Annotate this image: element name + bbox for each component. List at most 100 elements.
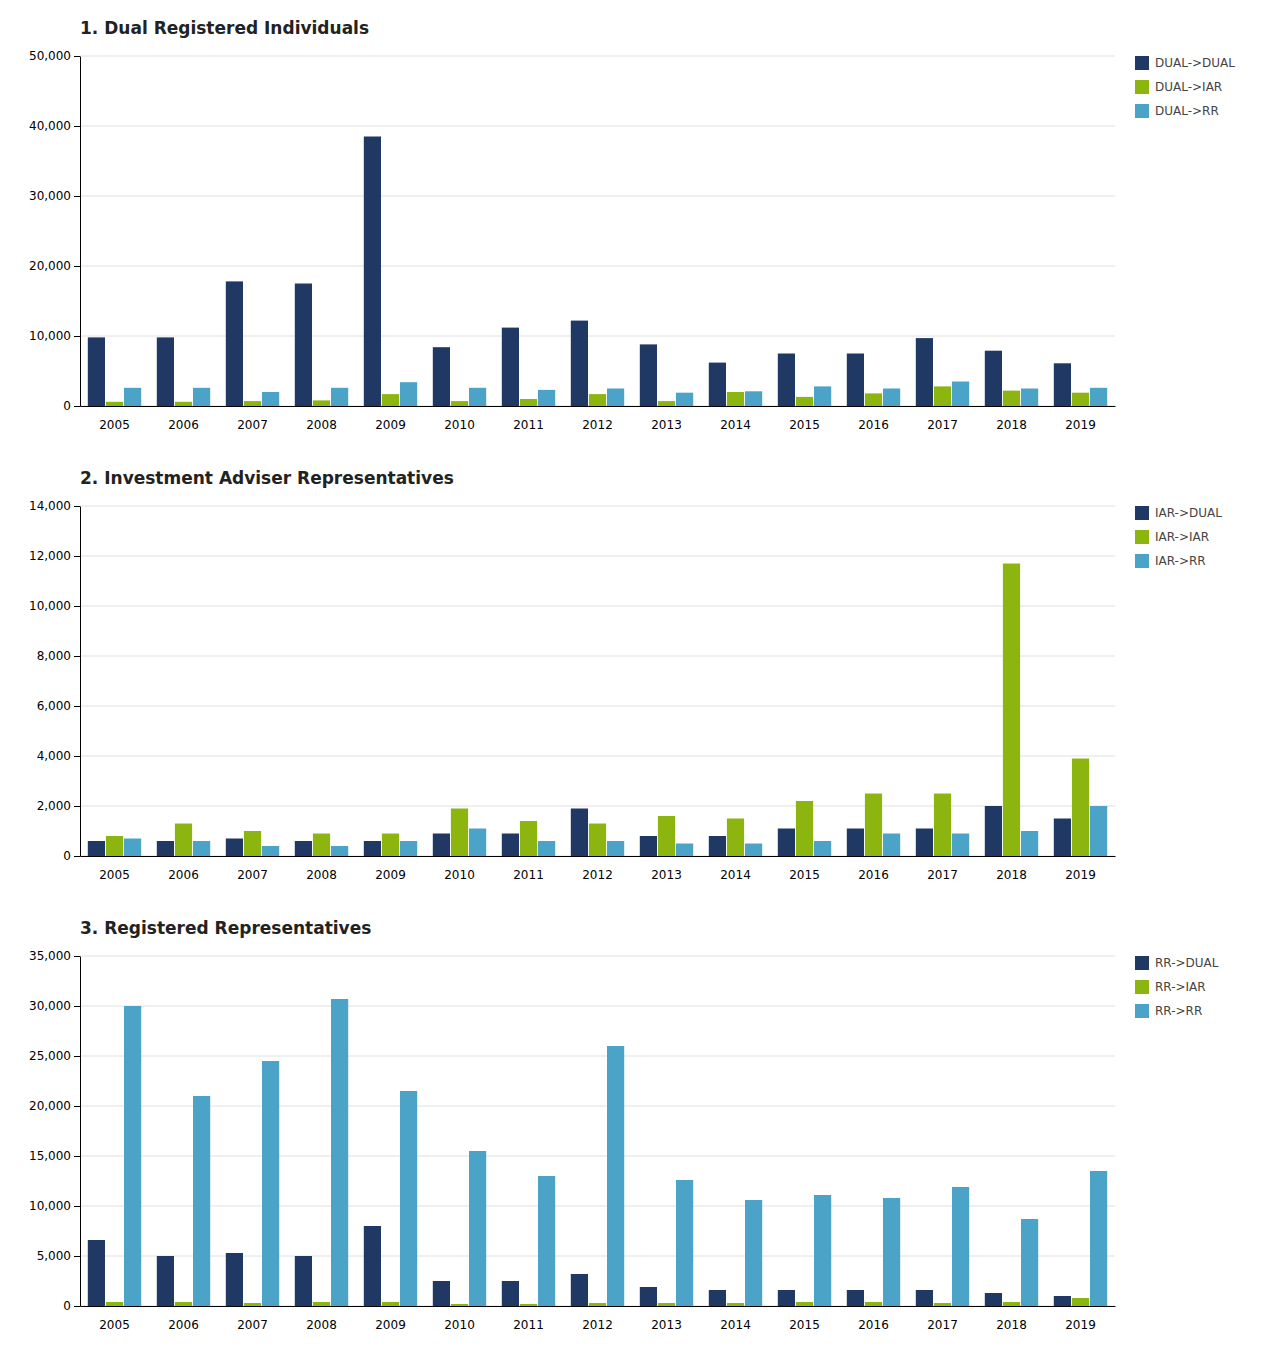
- bar: [469, 1151, 486, 1306]
- bar-series: [88, 806, 1071, 856]
- x-tick-label: 2014: [720, 868, 751, 882]
- y-tick: 35,000: [29, 949, 80, 963]
- bar: [244, 831, 261, 856]
- bar: [727, 819, 744, 857]
- y-tick: 0: [63, 849, 80, 863]
- y-tick: 10,000: [29, 329, 80, 343]
- bar-series: [106, 386, 1089, 406]
- bar: [451, 1304, 468, 1306]
- bar: [244, 1303, 261, 1306]
- bar: [106, 402, 123, 406]
- bar: [934, 386, 951, 406]
- x-tick: 2010: [444, 868, 475, 882]
- x-tick-label: 2008: [306, 1318, 337, 1332]
- x-tick: 2009: [375, 1318, 406, 1332]
- y-tick: 0: [63, 399, 80, 413]
- bar: [364, 137, 381, 407]
- grid-line: [80, 706, 1115, 707]
- y-tick: 25,000: [29, 1049, 80, 1063]
- legend-swatch: [1135, 80, 1149, 94]
- bar: [469, 829, 486, 857]
- grid-line: [80, 196, 1115, 197]
- bar: [607, 1046, 624, 1306]
- bar: [865, 794, 882, 857]
- x-tick-label: 2018: [996, 1318, 1027, 1332]
- y-tick-label: 10,000: [29, 1199, 71, 1213]
- y-axis-line: [80, 957, 81, 1307]
- bar: [313, 834, 330, 857]
- x-tick: 2010: [444, 418, 475, 432]
- y-tick-mark: [74, 1156, 80, 1157]
- legend-swatch: [1135, 980, 1149, 994]
- y-tick-label: 6,000: [37, 699, 71, 713]
- x-tick: 2016: [858, 418, 889, 432]
- bar: [814, 386, 831, 406]
- bar: [520, 399, 537, 406]
- x-tick: 2018: [996, 868, 1027, 882]
- bar: [124, 388, 141, 406]
- y-tick: 20,000: [29, 259, 80, 273]
- y-tick-mark: [74, 1056, 80, 1057]
- x-tick-label: 2007: [237, 868, 268, 882]
- y-tick-mark: [74, 56, 80, 57]
- x-tick: 2013: [651, 1318, 682, 1332]
- x-tick: 2013: [651, 418, 682, 432]
- y-tick-label: 35,000: [29, 949, 71, 963]
- bar: [709, 836, 726, 856]
- y-tick-label: 25,000: [29, 1049, 71, 1063]
- bar: [451, 809, 468, 857]
- bar: [571, 809, 588, 857]
- x-tick: 2006: [168, 868, 199, 882]
- grid-line: [80, 506, 1115, 507]
- bar: [571, 1274, 588, 1306]
- y-tick-label: 15,000: [29, 1149, 71, 1163]
- y-tick: 10,000: [29, 599, 80, 613]
- bar: [778, 354, 795, 407]
- x-tick-label: 2012: [582, 868, 613, 882]
- grid-line: [80, 956, 1115, 957]
- bar: [709, 1290, 726, 1306]
- bar: [295, 284, 312, 407]
- bar: [175, 1302, 192, 1306]
- x-tick-label: 2008: [306, 868, 337, 882]
- bar: [364, 841, 381, 856]
- x-tick-label: 2011: [513, 418, 544, 432]
- bar: [1021, 1219, 1038, 1306]
- plot-area: 2005 2006 2007 2008 2009 2010 2011 2012 2013 2014…: [29, 499, 1116, 881]
- bar: [175, 402, 192, 406]
- y-tick-label: 50,000: [29, 49, 71, 63]
- x-tick-label: 2010: [444, 418, 475, 432]
- y-tick: 4,000: [37, 749, 80, 763]
- y-tick-label: 10,000: [29, 599, 71, 613]
- x-tick-label: 2010: [444, 1318, 475, 1332]
- bar: [538, 841, 555, 856]
- x-tick-label: 2015: [789, 418, 820, 432]
- y-tick-mark: [74, 606, 80, 607]
- x-axis: 2005200620072008200920102011201220132014…: [81, 1307, 1116, 1332]
- bar: [589, 824, 606, 857]
- x-tick: 2005: [99, 868, 130, 882]
- bar: [1021, 831, 1038, 856]
- bar: [106, 836, 123, 856]
- x-tick: 2011: [513, 868, 544, 882]
- legend-swatch: [1135, 1004, 1149, 1018]
- legend-label: DUAL->DUAL: [1155, 56, 1235, 70]
- x-tick: 2017: [927, 1318, 958, 1332]
- legend-item: RR->DUAL: [1135, 956, 1219, 970]
- y-tick-label: 0: [63, 399, 71, 413]
- y-tick-label: 30,000: [29, 189, 71, 203]
- legend: IAR->DUALIAR->IARIAR->RR: [1135, 506, 1222, 568]
- bar: [571, 321, 588, 406]
- x-tick-label: 2013: [651, 868, 682, 882]
- bar: [952, 834, 969, 857]
- x-tick: 2016: [858, 1318, 889, 1332]
- legend-swatch: [1135, 56, 1149, 70]
- grid-line: [80, 1006, 1115, 1007]
- y-tick-mark: [74, 706, 80, 707]
- x-tick-label: 2011: [513, 868, 544, 882]
- x-tick-label: 2009: [375, 868, 406, 882]
- x-tick-label: 2017: [927, 1318, 958, 1332]
- x-tick-label: 2006: [168, 868, 199, 882]
- grid-line: [80, 1056, 1115, 1057]
- bars: [88, 999, 1107, 1306]
